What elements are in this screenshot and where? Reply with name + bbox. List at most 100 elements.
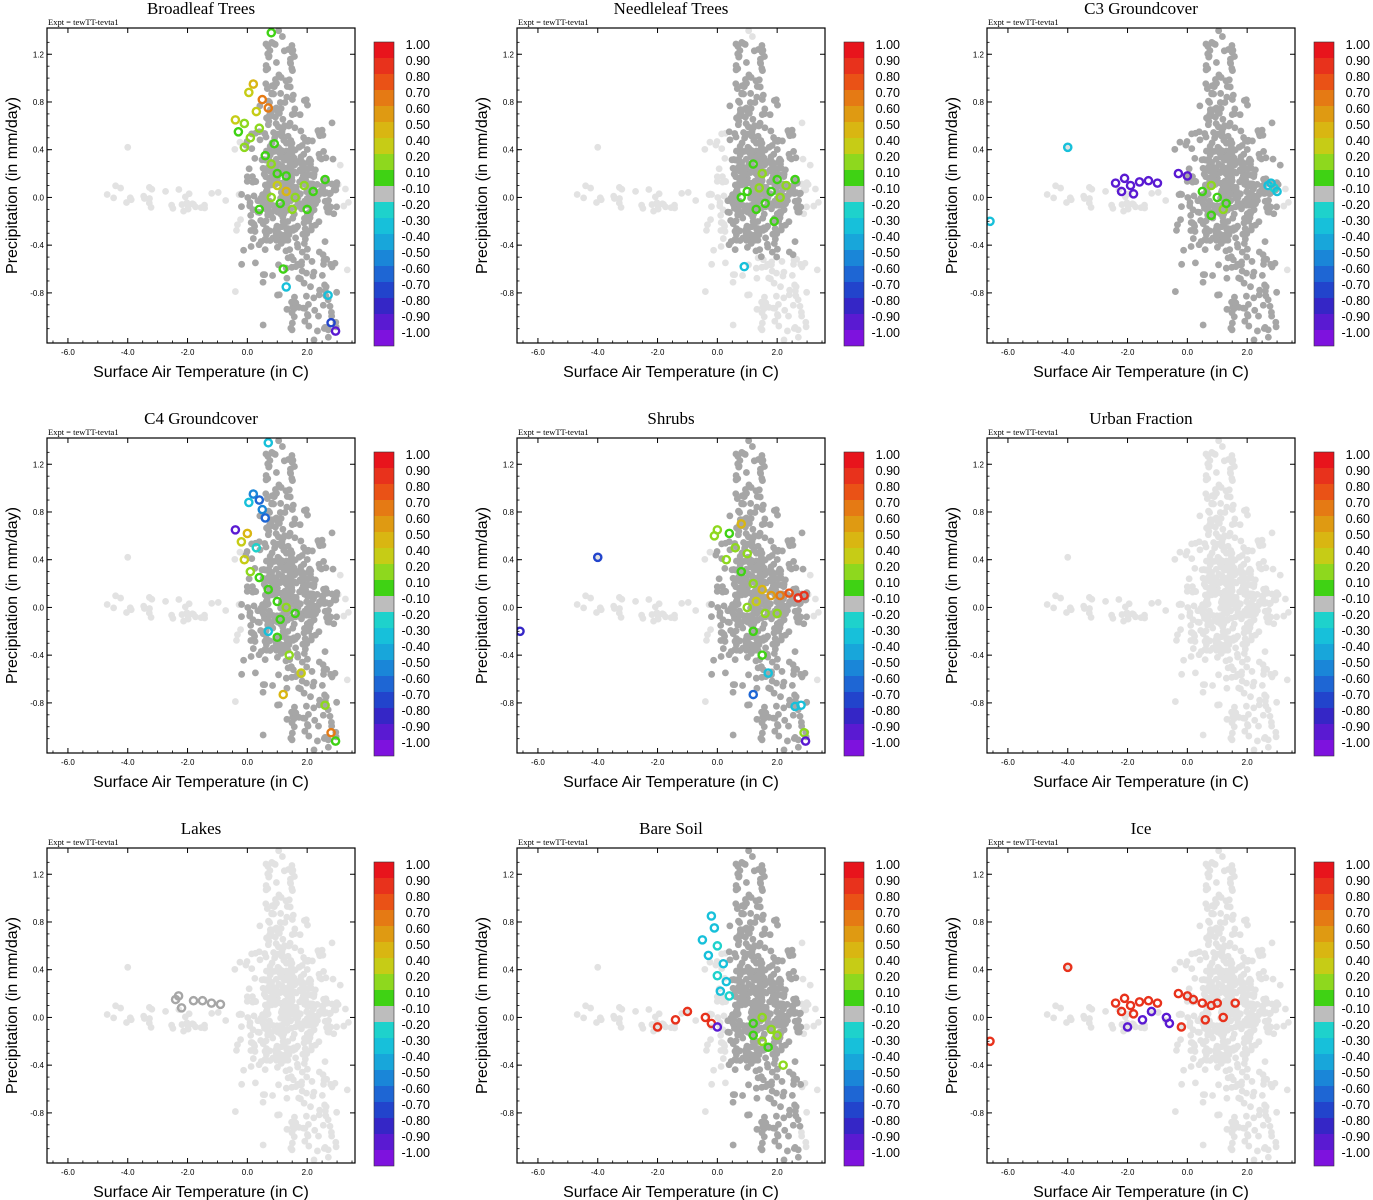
neutral-point (328, 529, 336, 537)
neutral-point (1220, 164, 1227, 172)
colored-point (251, 106, 262, 117)
neutral-point (296, 159, 304, 166)
neutral-point (731, 130, 739, 137)
neutral-point (283, 226, 291, 233)
neutral-point (1224, 236, 1232, 244)
neutral-point (308, 632, 316, 640)
neutral-point (296, 111, 304, 119)
neutral-point (280, 164, 287, 172)
neutral-point (303, 253, 311, 261)
neutral-point (308, 258, 316, 265)
colored-point (1272, 186, 1282, 197)
x-axis-label: Surface Air Temperature (in C) (1033, 364, 1249, 381)
x-tick-label: -6.0 (61, 348, 75, 357)
background-point (662, 203, 669, 211)
neutral-point (1176, 138, 1184, 146)
background-point (796, 302, 804, 310)
background-point (615, 184, 623, 191)
neutral-point (250, 602, 258, 610)
neutral-point (304, 511, 311, 519)
y-tick-label: 0.4 (973, 146, 985, 155)
neutral-point (772, 96, 780, 104)
neutral-point (240, 656, 248, 664)
neutral-point (1202, 217, 1210, 225)
neutral-point (261, 656, 269, 663)
neutral-point (1228, 298, 1236, 306)
background-point (1102, 188, 1109, 195)
background-point (678, 189, 686, 197)
neutral-point (1240, 134, 1248, 141)
background-point (785, 312, 792, 320)
neutral-point (303, 679, 310, 687)
colorbar-swatch (844, 330, 864, 346)
colored-point (308, 186, 318, 197)
background-point (739, 272, 746, 279)
neutral-point (1189, 235, 1197, 242)
neutral-point (279, 124, 287, 132)
neutral-point (289, 226, 297, 234)
background-point (701, 288, 709, 295)
colorbar-label: -0.20 (872, 198, 901, 212)
background-point (124, 553, 132, 561)
background-point (684, 189, 692, 196)
neutral-point (249, 583, 256, 591)
background-point (336, 571, 344, 579)
background-point (761, 293, 768, 301)
neutral-point (727, 238, 735, 245)
colorbar-swatch (374, 218, 394, 234)
neutral-point (290, 183, 297, 191)
neutral-point (742, 232, 750, 240)
background-point (1043, 191, 1051, 198)
neutral-point (306, 214, 314, 221)
neutral-point (274, 123, 282, 131)
colorbar-label: 1.00 (1346, 38, 1370, 52)
neutral-point (274, 243, 281, 251)
background-point (777, 283, 784, 291)
colored-point (751, 204, 762, 215)
background-point (705, 191, 713, 198)
neutral-point (288, 319, 296, 327)
background-point (717, 243, 725, 250)
neutral-point (1251, 306, 1259, 314)
expt-label: Expt = tewTT-tevta1 (48, 427, 119, 437)
neutral-point (333, 203, 341, 211)
y-tick-label: 0.0 (503, 193, 515, 202)
neutral-point (725, 128, 733, 136)
colored-point (739, 261, 750, 272)
neutral-point (303, 245, 311, 253)
neutral-point (1191, 154, 1199, 162)
neutral-point (303, 556, 311, 563)
colored-point (272, 180, 283, 191)
neutral-point (744, 243, 751, 251)
background-point (812, 185, 819, 193)
colorbar-label: -0.60 (402, 262, 431, 276)
neutral-point (1201, 246, 1209, 253)
neutral-point (320, 558, 327, 565)
background-point (773, 311, 781, 318)
background-point (343, 266, 351, 274)
colored-point (1152, 178, 1163, 188)
neutral-point (316, 132, 324, 140)
colorbar-label: -0.10 (402, 182, 431, 196)
background-point (758, 298, 766, 306)
background-point (1283, 266, 1291, 274)
neutral-point (786, 132, 794, 140)
neutral-point (731, 246, 739, 253)
colorbar-swatch (1314, 314, 1334, 330)
neutral-point (318, 565, 325, 573)
neutral-point (760, 154, 768, 162)
neutral-point (759, 91, 767, 99)
neutral-point (736, 157, 743, 165)
neutral-point (743, 222, 751, 230)
background-point (214, 599, 222, 606)
neutral-point (311, 306, 319, 314)
neutral-point (1243, 245, 1251, 253)
background-point (815, 198, 822, 206)
neutral-point (1221, 177, 1229, 185)
neutral-point (1215, 179, 1222, 187)
neutral-point (1260, 325, 1268, 332)
y-tick-label: 0.8 (503, 98, 515, 107)
colored-point (1173, 168, 1184, 179)
neutral-point (1237, 127, 1245, 135)
colorbar-label: -0.50 (402, 246, 431, 260)
